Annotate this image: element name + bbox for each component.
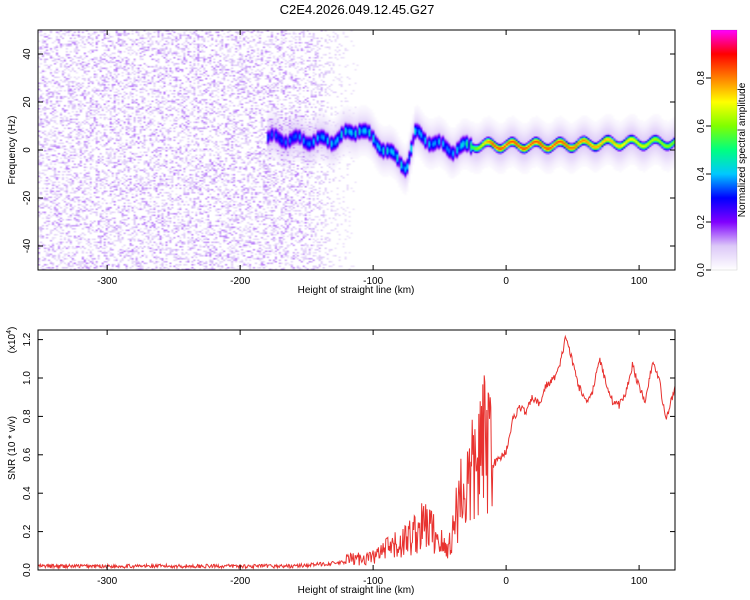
colorbar-gradient [711,30,737,270]
spectrogram-x-label: Height of straight line (km) [298,285,415,296]
spectrogram-y-label: Frequency (Hz) [7,116,18,185]
x-tick-label: 0 [503,576,509,587]
colorbar-tick-label: 0.4 [696,167,707,181]
spectrogram-y-ticks: -40 -20 0 20 40 [22,48,675,253]
y-tick-label: 0.4 [22,486,33,500]
spectrogram-x-ticks: -300 -200 -100 0 100 [97,30,648,287]
y-tick-label: 0.0 [22,563,33,577]
snr-y-ticks: 0.0 0.2 0.4 0.6 0.8 1.0 1.2 [22,332,675,577]
colorbar-ticks: 0.0 0.2 0.4 0.6 0.8 [696,71,711,277]
y-tick-label: -20 [22,190,33,205]
spectrogram-image [38,30,675,270]
y-tick-label: 20 [22,96,33,108]
colorbar-tick-label: 0.0 [696,263,707,277]
colorbar-tick-label: 0.2 [696,215,707,229]
x-tick-label: -200 [230,576,250,587]
snr-frame [37,329,676,571]
snr-plot: -300 -200 -100 0 100 0.0 0.2 0.4 0.6 0.8 1.0 1.2 H… [6,327,676,596]
snr-x-ticks: -300 -200 -100 0 100 [97,330,648,587]
x-tick-label: -300 [97,576,117,587]
snr-x-label: Height of straight line (km) [298,585,415,596]
x-tick-label: -200 [230,276,250,287]
chart-title: C2E4.2026.049.12.45.G27 [280,2,435,17]
y-tick-label: 0.6 [22,447,33,461]
snr-y-multiplier: (x104) [6,327,18,354]
colorbar-frame [710,29,738,271]
y-tick-label: 0.2 [22,524,33,538]
y-tick-label: 40 [22,48,33,60]
y-tick-label: -40 [22,238,33,253]
y-tick-label: 1.2 [22,332,33,346]
snr-series-line [37,334,676,570]
x-tick-label: -100 [363,576,383,587]
colorbar-label: Normalized spectral amplitude [737,82,748,217]
x-tick-label: 100 [631,576,648,587]
colorbar-tick-label: 0.8 [696,71,707,85]
snr-y-label: SNR (10 * v/v) [7,416,18,480]
y-tick-label: 1.0 [22,371,33,385]
y-tick-label: 0 [22,147,33,153]
colorbar-tick-label: 0.6 [696,119,707,133]
x-tick-label: 100 [631,276,648,287]
x-tick-label: -300 [97,276,117,287]
x-tick-label: 0 [503,276,509,287]
snr-background [38,330,675,570]
colorbar: 0.0 0.2 0.4 0.6 0.8 Normalized spectral ampl… [696,29,748,277]
y-tick-label: 0.8 [22,409,33,423]
x-tick-label: -100 [363,276,383,287]
